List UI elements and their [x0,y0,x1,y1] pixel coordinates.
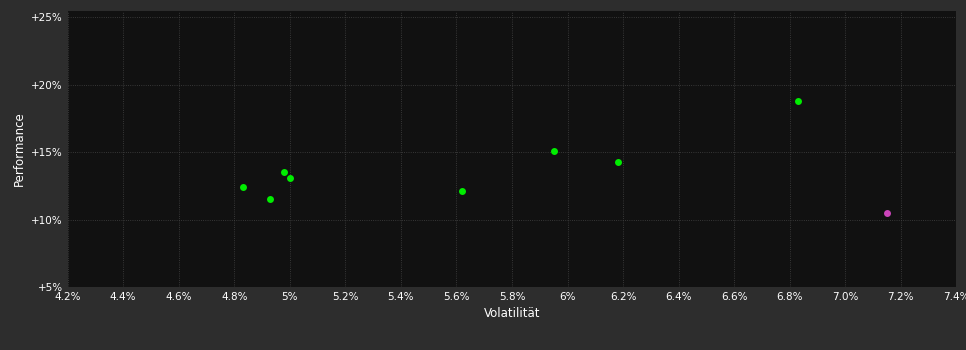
Point [790,98,806,104]
Y-axis label: Performance: Performance [13,111,25,186]
Point [282,175,298,181]
Point [235,184,250,190]
Point [879,210,895,216]
Point [263,197,278,202]
Point [276,169,292,175]
Point [610,159,625,164]
X-axis label: Volatilität: Volatilität [484,307,540,320]
Point [546,148,561,154]
Point [454,188,469,194]
